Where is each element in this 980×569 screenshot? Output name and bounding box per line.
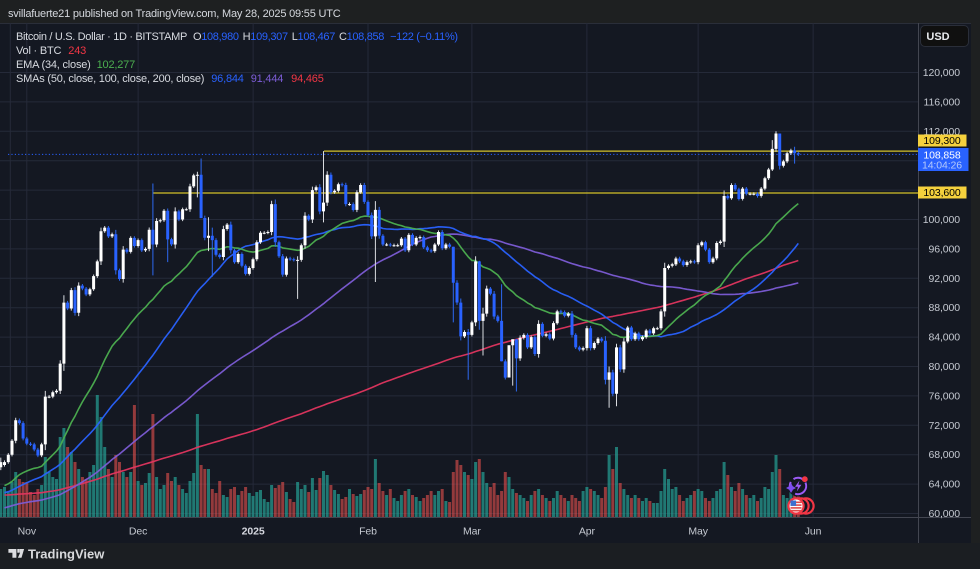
svg-text:116,000: 116,000 (924, 96, 961, 108)
svg-text:SMAs (50, close, 100, close, 2: SMAs (50, close, 100, close, 200, close)… (16, 73, 324, 85)
svg-text:92,000: 92,000 (928, 273, 960, 285)
svg-text:80,000: 80,000 (928, 361, 960, 373)
svg-text:Feb: Feb (359, 526, 377, 538)
svg-text:76,000: 76,000 (928, 390, 960, 402)
svg-text:109,300: 109,300 (923, 135, 961, 147)
svg-text:Jun: Jun (805, 526, 822, 538)
svg-text:TradingView: TradingView (28, 547, 105, 562)
svg-text:Mar: Mar (463, 526, 481, 538)
svg-text:120,000: 120,000 (923, 67, 961, 79)
svg-text:60,000: 60,000 (928, 508, 960, 520)
svg-text:Bitcoin / U.S. Dollar · 1D · B: Bitcoin / U.S. Dollar · 1D · BITSTAMP O10… (16, 31, 458, 43)
svg-text:96,000: 96,000 (928, 243, 960, 255)
svg-text:64,000: 64,000 (928, 479, 960, 491)
svg-text:svillafuerte21 published on Tr: svillafuerte21 published on TradingView.… (8, 8, 341, 20)
svg-text:USD: USD (926, 31, 949, 43)
svg-text:84,000: 84,000 (928, 332, 960, 344)
svg-text:14:04:26: 14:04:26 (922, 160, 962, 172)
svg-text:Dec: Dec (129, 526, 147, 538)
svg-text:EMA (34, close)102,277: EMA (34, close) 102,277 (16, 59, 135, 71)
svg-text:68,000: 68,000 (928, 449, 960, 461)
svg-text:Apr: Apr (579, 526, 596, 538)
svg-text:108,858: 108,858 (923, 150, 961, 162)
svg-text:88,000: 88,000 (928, 302, 960, 314)
svg-text:100,000: 100,000 (923, 214, 961, 226)
svg-text:72,000: 72,000 (928, 420, 960, 432)
svg-text:2025: 2025 (242, 526, 265, 538)
svg-text:103,600: 103,600 (923, 187, 961, 199)
svg-text:May: May (688, 526, 708, 538)
svg-text:Nov: Nov (18, 526, 37, 538)
